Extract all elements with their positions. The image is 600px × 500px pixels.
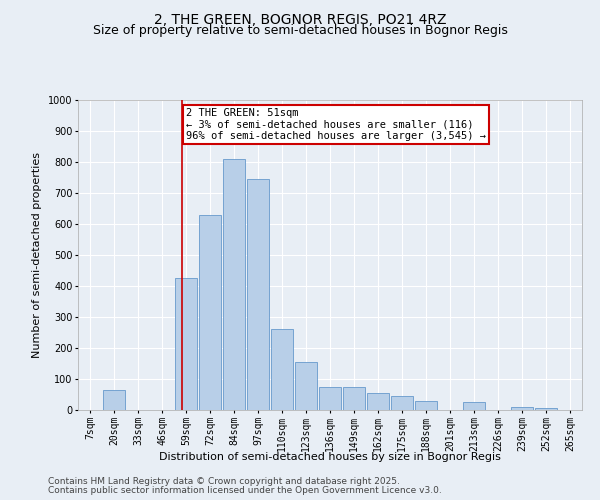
Bar <box>223 159 245 410</box>
Bar <box>199 214 221 410</box>
Bar <box>319 387 341 410</box>
Bar <box>343 387 365 410</box>
Bar <box>391 396 413 410</box>
Bar <box>415 400 437 410</box>
Text: 2 THE GREEN: 51sqm
← 3% of semi-detached houses are smaller (116)
96% of semi-de: 2 THE GREEN: 51sqm ← 3% of semi-detached… <box>186 108 486 141</box>
Bar <box>271 330 293 410</box>
Text: Contains HM Land Registry data © Crown copyright and database right 2025.: Contains HM Land Registry data © Crown c… <box>48 477 400 486</box>
Text: 2, THE GREEN, BOGNOR REGIS, PO21 4RZ: 2, THE GREEN, BOGNOR REGIS, PO21 4RZ <box>154 12 446 26</box>
Bar <box>175 278 197 410</box>
Text: Size of property relative to semi-detached houses in Bognor Regis: Size of property relative to semi-detach… <box>92 24 508 37</box>
Bar <box>463 402 485 410</box>
Text: Distribution of semi-detached houses by size in Bognor Regis: Distribution of semi-detached houses by … <box>159 452 501 462</box>
Bar <box>103 390 125 410</box>
Bar <box>535 408 557 410</box>
Bar <box>295 362 317 410</box>
Bar <box>367 393 389 410</box>
Y-axis label: Number of semi-detached properties: Number of semi-detached properties <box>32 152 43 358</box>
Text: Contains public sector information licensed under the Open Government Licence v3: Contains public sector information licen… <box>48 486 442 495</box>
Bar <box>511 407 533 410</box>
Bar <box>247 179 269 410</box>
